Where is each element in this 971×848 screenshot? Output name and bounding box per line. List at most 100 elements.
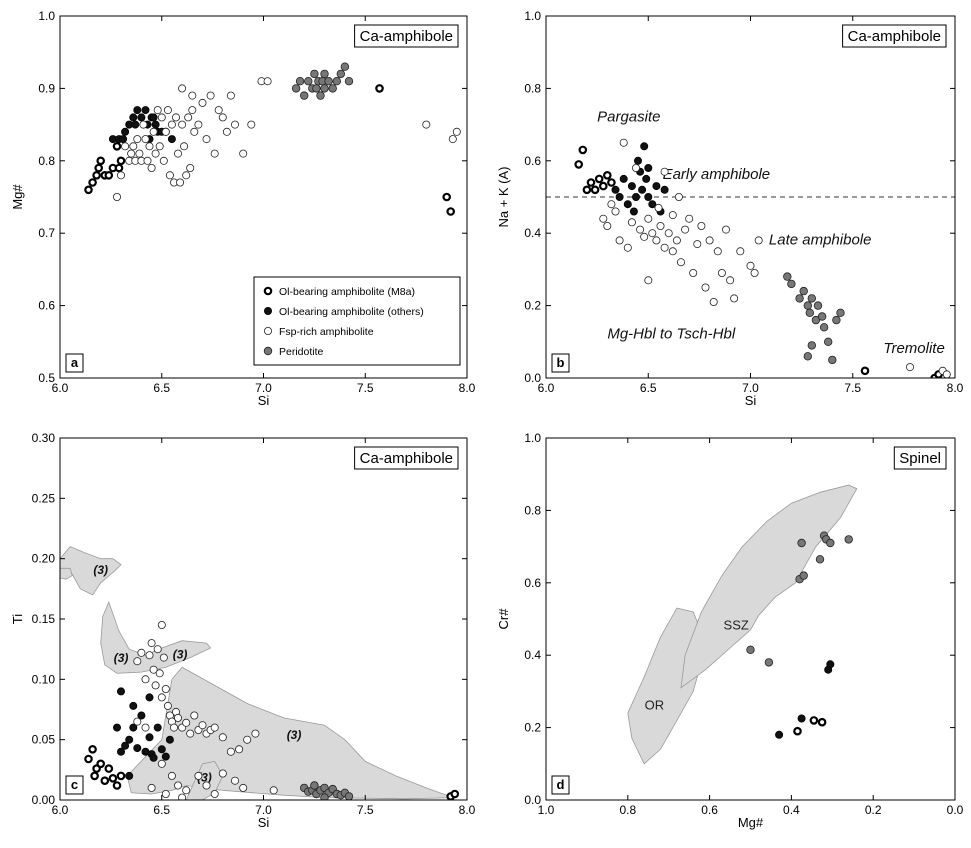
data-point <box>157 693 166 702</box>
data-point <box>598 181 608 191</box>
field-region <box>627 607 704 765</box>
data-point <box>607 178 616 187</box>
data-point <box>135 149 144 158</box>
data-point <box>151 149 160 158</box>
x-tick-label: 6.0 <box>52 803 69 817</box>
data-point <box>169 723 178 732</box>
data-point <box>129 113 138 122</box>
data-point <box>660 243 669 252</box>
data-point <box>147 163 156 172</box>
data-point <box>190 711 199 720</box>
data-point <box>210 149 219 158</box>
data-point <box>304 76 313 86</box>
data-point <box>222 127 231 136</box>
data-point <box>644 163 653 172</box>
data-point <box>787 279 796 289</box>
x-tick-label: 6.0 <box>52 381 69 395</box>
x-tick-label: 7.5 <box>844 381 861 395</box>
y-tick-label: 0.9 <box>38 81 55 95</box>
data-point <box>722 225 731 234</box>
data-point <box>623 243 632 252</box>
data-point <box>143 156 152 165</box>
data-point <box>320 793 329 800</box>
data-point <box>803 301 812 310</box>
legend-marker <box>263 326 272 335</box>
data-point <box>218 113 227 122</box>
data-point <box>672 236 681 245</box>
data-point <box>139 120 148 129</box>
data-point <box>701 283 710 292</box>
data-point <box>182 718 191 727</box>
data-point <box>137 113 146 122</box>
data-point <box>819 323 829 332</box>
title-box <box>354 446 459 470</box>
data-point <box>127 149 136 158</box>
legend-label: Ol-bearing amphibolite (others) <box>279 306 424 318</box>
data-point <box>574 160 584 169</box>
data-point <box>578 145 588 155</box>
data-point <box>145 651 154 660</box>
y-tick-label: 0.00 <box>32 793 56 807</box>
data-point <box>726 276 735 285</box>
data-point <box>697 221 706 230</box>
data-point <box>194 771 203 780</box>
data-point <box>619 174 628 183</box>
data-point <box>137 648 146 657</box>
data-point <box>149 665 158 674</box>
data-point <box>803 352 812 361</box>
data-point <box>113 192 122 201</box>
data-point <box>190 127 199 136</box>
data-point <box>173 713 182 722</box>
data-point <box>681 225 690 234</box>
data-point <box>590 185 600 195</box>
data-point <box>119 135 128 144</box>
data-point <box>607 200 616 209</box>
series-perid <box>746 531 853 667</box>
data-point <box>640 142 649 151</box>
data-point <box>133 717 142 726</box>
panel-label-box <box>551 775 570 795</box>
x-tick-label: 0.0 <box>947 803 964 817</box>
annotation: Pargasite <box>597 108 660 125</box>
data-point <box>811 315 821 325</box>
data-point <box>104 171 114 180</box>
data-point <box>210 790 219 799</box>
data-point <box>239 783 248 792</box>
y-axis-label: Cr# <box>496 608 511 630</box>
annotation: (3) <box>93 563 108 577</box>
data-point <box>817 312 827 321</box>
data-point <box>145 142 154 151</box>
data-point <box>312 84 321 93</box>
data-point <box>153 723 162 732</box>
data-point <box>202 781 211 790</box>
data-point <box>668 247 677 256</box>
y-tick-label: 0.5 <box>38 371 55 385</box>
data-point <box>163 106 172 115</box>
y-tick-label: 1.0 <box>524 431 541 445</box>
field-label: SSZ <box>724 618 749 633</box>
data-point <box>844 535 853 544</box>
data-point <box>263 77 272 86</box>
data-point <box>709 297 718 306</box>
data-point <box>336 69 345 79</box>
data-point <box>797 714 806 723</box>
data-point <box>611 185 620 194</box>
legend-box <box>253 276 461 366</box>
data-point <box>809 716 819 725</box>
y-tick-label: 0.15 <box>32 612 56 626</box>
data-point <box>141 135 150 144</box>
series-fsp <box>599 138 951 378</box>
panel-label: a <box>71 355 79 370</box>
data-point <box>202 135 211 144</box>
series-m8a <box>574 145 943 378</box>
data-point <box>660 185 669 194</box>
data-point <box>153 645 162 654</box>
data-point <box>155 669 164 678</box>
x-tick-label: 0.2 <box>865 803 882 817</box>
data-point <box>815 555 825 564</box>
data-point <box>615 236 624 245</box>
data-point <box>603 221 612 230</box>
data-point <box>817 717 827 727</box>
panel-b: Pargasite Early amphibole Late amphibole Mg… <box>496 9 964 408</box>
